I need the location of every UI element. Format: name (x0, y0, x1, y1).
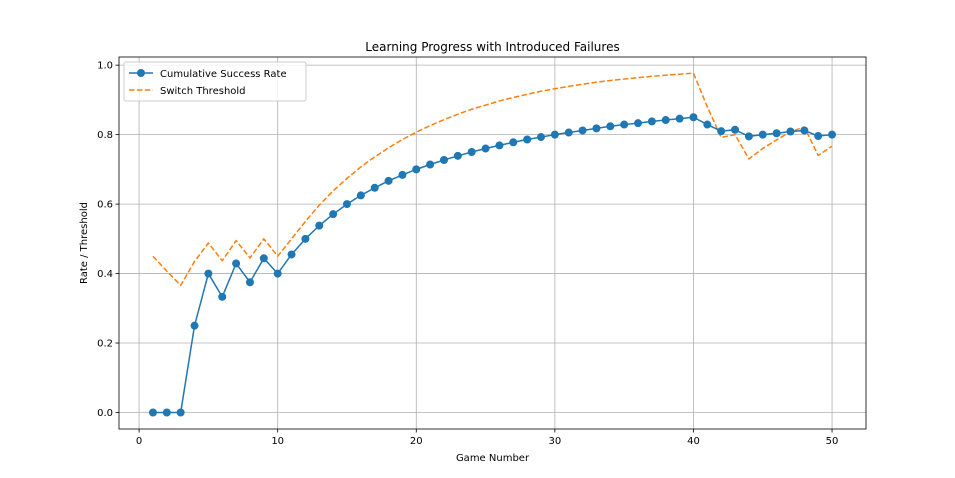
success-rate-point (509, 138, 518, 147)
success-rate-point (814, 132, 823, 141)
success-rate-point (259, 254, 268, 263)
y-tick-label: 0.8 (97, 130, 113, 141)
success-rate-point (218, 292, 227, 301)
x-tick-label: 40 (687, 436, 700, 447)
success-rate-point (426, 160, 435, 169)
y-axis-label: Rate / Threshold (79, 202, 90, 284)
success-rate-point (287, 250, 296, 259)
chart-title: Learning Progress with Introduced Failur… (365, 40, 619, 54)
success-rate-point (661, 116, 670, 125)
success-rate-point (467, 147, 476, 156)
y-tick-label: 0.4 (97, 269, 113, 280)
y-tick-label: 1.0 (97, 61, 113, 72)
success-rate-point (232, 259, 241, 268)
plot-area-background (119, 57, 866, 429)
success-rate-point (772, 129, 781, 138)
success-rate-point (537, 133, 546, 142)
success-rate-point (564, 128, 573, 137)
success-rate-point (620, 120, 629, 129)
success-rate-point (689, 113, 698, 122)
success-rate-point (717, 127, 726, 136)
success-rate-point (370, 183, 379, 192)
success-rate-point (245, 278, 254, 287)
legend-box (123, 61, 307, 102)
success-rate-point (398, 170, 407, 179)
legend-label-success: Cumulative Success Rate (160, 69, 287, 80)
success-rate-point (162, 408, 171, 417)
x-tick-label: 30 (548, 436, 561, 447)
x-tick-label: 0 (136, 436, 142, 447)
success-rate-point (384, 176, 393, 185)
success-rate-point (495, 141, 504, 150)
series-layer (148, 72, 837, 417)
success-rate-point (176, 408, 185, 417)
success-rate-point (786, 127, 795, 136)
success-rate-point (800, 126, 809, 135)
x-tick-label: 10 (271, 436, 284, 447)
success-rate-point (744, 132, 753, 141)
success-rate-point (578, 126, 587, 135)
success-rate-point (634, 119, 643, 128)
legend: Cumulative Success Rate Switch Threshold (123, 61, 307, 102)
success-rate-point (550, 130, 559, 139)
success-rate-point (273, 269, 282, 278)
success-rate-point (342, 200, 351, 209)
success-rate-point (439, 155, 448, 164)
success-rate-point (703, 120, 712, 129)
success-rate-point (481, 144, 490, 153)
success-rate-point (647, 117, 656, 126)
x-tick-label: 50 (826, 436, 839, 447)
success-rate-point (592, 124, 601, 133)
success-rate-point (356, 191, 365, 200)
success-rate-point (828, 130, 837, 139)
success-rate-point (606, 122, 615, 131)
success-rate-point (315, 221, 324, 230)
y-tick-label: 0.2 (97, 339, 113, 350)
success-rate-point (758, 130, 767, 139)
success-rate-point (148, 408, 157, 417)
y-tick-label: 0.6 (97, 200, 113, 211)
success-rate-point (204, 269, 213, 278)
success-rate-point (329, 210, 338, 219)
y-tick-label: 0.0 (97, 408, 113, 419)
plot-frame (118, 56, 867, 430)
success-rate-point (190, 321, 199, 330)
success-rate-point (523, 135, 532, 144)
success-rate-point (731, 125, 740, 134)
x-axis-label: Game Number (456, 453, 530, 464)
ticks: 0 10 20 30 40 50 0.0 0.2 0.4 0.6 0.8 1.0 (97, 61, 838, 447)
x-tick-label: 20 (410, 436, 423, 447)
legend-label-threshold: Switch Threshold (160, 86, 246, 97)
legend-marker-success (137, 69, 145, 77)
success-rate-point (453, 151, 462, 160)
success-rate-point (301, 234, 310, 243)
success-rate-point (675, 114, 684, 123)
success-rate-point (412, 165, 421, 174)
